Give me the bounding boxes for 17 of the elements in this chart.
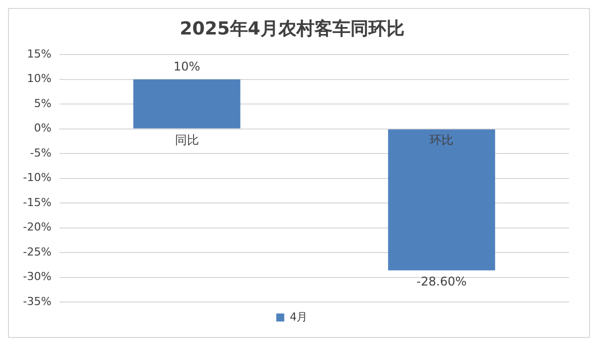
y-tick-label: -10% — [22, 171, 52, 184]
y-tick-label: -20% — [22, 220, 52, 234]
x-tick-label: 同比 — [174, 132, 199, 147]
chart-title: 2025年4月农村客车同环比 — [180, 18, 404, 40]
y-tick-label: 10% — [26, 72, 52, 86]
legend-label: 4月 — [290, 310, 308, 324]
y-tick-label: 0% — [34, 122, 52, 135]
y-tick-label: -5% — [30, 146, 52, 160]
y-tick-label: 5% — [34, 96, 52, 110]
y-tick-label: -30% — [22, 270, 52, 284]
y-tick-label: -35% — [22, 294, 52, 308]
data-label: -28.60% — [416, 274, 467, 288]
y-tick-label: -15% — [22, 196, 52, 209]
y-tick-label: 15% — [26, 47, 52, 60]
data-label: 10% — [173, 59, 200, 74]
x-tick-label: 环比 — [430, 132, 454, 147]
y-tick-label: -25% — [22, 245, 52, 258]
